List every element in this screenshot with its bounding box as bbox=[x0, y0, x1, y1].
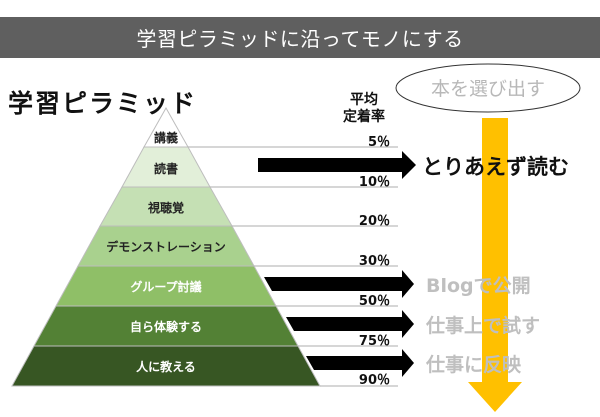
arrow-read bbox=[258, 151, 416, 179]
rate-reading: 10％ bbox=[358, 175, 390, 190]
row-separators bbox=[188, 146, 398, 387]
action-read: とりあえず読む bbox=[422, 155, 569, 179]
rate-teaching: 90％ bbox=[358, 373, 390, 388]
rate-header: 平均 定着率 bbox=[332, 92, 396, 126]
layer-label-teaching: 人に教える bbox=[136, 360, 196, 374]
rate-practice: 75％ bbox=[358, 334, 390, 349]
rate-header-line2: 定着率 bbox=[343, 109, 385, 125]
action-arrows bbox=[258, 151, 416, 377]
layer-label-audiovisual: 視聴覚 bbox=[147, 201, 184, 215]
action-blog: Blogで公開 bbox=[426, 275, 531, 297]
layer-label-practice: 自ら体験する bbox=[129, 320, 202, 334]
rate-header-line1: 平均 bbox=[350, 92, 378, 108]
start-label: 本を選び出す bbox=[430, 78, 545, 100]
start-ellipse bbox=[395, 63, 581, 113]
flow-arrow bbox=[468, 118, 522, 412]
action-try-at-work: 仕事上で試す bbox=[426, 315, 541, 337]
action-apply-at-work: 仕事に反映 bbox=[426, 354, 522, 376]
rate-lecture: 5％ bbox=[367, 135, 390, 150]
layer-label-group-discussion: グループ討議 bbox=[130, 280, 202, 294]
layer-label-reading: 読書 bbox=[153, 162, 178, 176]
layer-7 bbox=[11, 345, 321, 387]
rate-group-discussion: 50％ bbox=[358, 294, 390, 309]
arrow-blog bbox=[264, 270, 414, 298]
rate-audiovisual: 20％ bbox=[358, 214, 390, 229]
arrow-apply bbox=[306, 349, 414, 377]
layer-label-lecture: 講義 bbox=[153, 131, 178, 145]
rate-demonstration: 30％ bbox=[358, 254, 390, 269]
banner-title: 学習ピラミッドに沿ってモノにする bbox=[0, 17, 600, 58]
pyramid bbox=[11, 106, 321, 387]
arrow-try bbox=[286, 310, 414, 338]
layer-label-demonstration: デモンストレーション bbox=[106, 240, 226, 254]
